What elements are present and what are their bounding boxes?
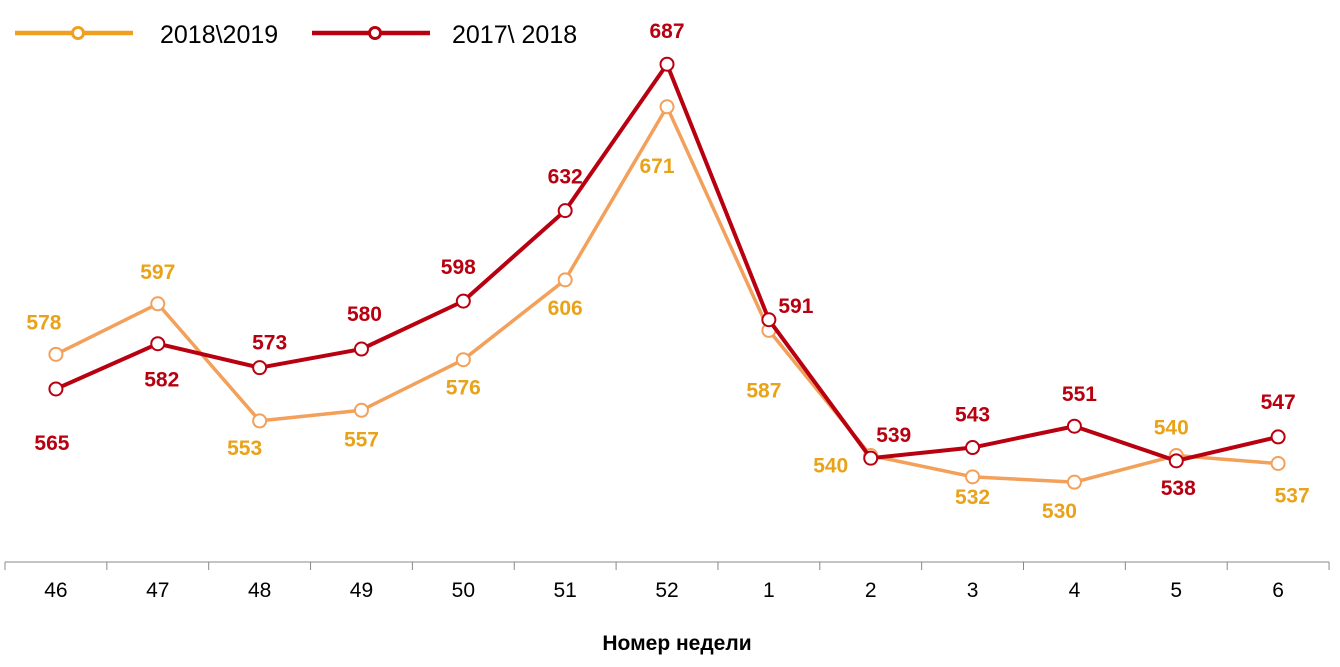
x-tick-label: 3 (967, 579, 979, 602)
data-point (1066, 474, 1082, 490)
data-label: 553 (227, 437, 262, 460)
data-point (557, 272, 573, 288)
data-point (1270, 429, 1286, 445)
x-tick-label: 6 (1272, 579, 1284, 602)
data-point (761, 312, 777, 328)
data-label: 539 (876, 424, 911, 447)
data-point (252, 413, 268, 429)
data-label: 632 (548, 166, 583, 189)
data-label: 578 (26, 311, 61, 334)
data-point (252, 360, 268, 376)
data-point (1168, 453, 1184, 469)
x-tick-label: 4 (1069, 579, 1081, 602)
x-tick-label: 50 (452, 579, 475, 602)
x-tick-label: 46 (44, 579, 67, 602)
data-label: 530 (1042, 500, 1077, 523)
data-point (150, 336, 166, 352)
data-label: 573 (252, 332, 287, 355)
x-tick-label: 52 (655, 579, 678, 602)
data-label: 537 (1275, 485, 1310, 508)
x-tick-label: 48 (248, 579, 271, 602)
x-tick-label: 5 (1170, 579, 1182, 602)
data-label: 598 (441, 256, 476, 279)
data-label: 687 (650, 20, 685, 43)
data-label: 606 (548, 297, 583, 320)
legend: 2018\2019 2017\ 2018 (15, 21, 577, 49)
series-lines (48, 56, 1286, 490)
data-label: 587 (746, 379, 781, 402)
data-label: 597 (140, 261, 175, 284)
data-label: 557 (344, 428, 379, 451)
data-label: 671 (640, 155, 675, 178)
legend-label-1: 2017\ 2018 (452, 21, 577, 49)
x-tick-label: 2 (865, 579, 877, 602)
data-label: 580 (347, 303, 382, 326)
x-axis-title: Номер недели (602, 632, 751, 655)
legend-marker-icon (71, 26, 85, 40)
data-label: 591 (778, 295, 813, 318)
data-point (455, 352, 471, 368)
data-point (965, 440, 981, 456)
data-label: 551 (1062, 383, 1097, 406)
data-point (353, 402, 369, 418)
data-point (1066, 418, 1082, 434)
data-label: 565 (34, 432, 69, 455)
data-label: 538 (1161, 477, 1196, 500)
data-point (659, 99, 675, 115)
data-labels: 578 597 553 557 576 606 671 587 540 532 530 540 537 5… (26, 20, 1309, 523)
x-tick-label: 1 (763, 579, 775, 602)
x-tick-label: 47 (146, 579, 169, 602)
data-label: 576 (446, 377, 481, 400)
data-label: 532 (955, 486, 990, 509)
data-point (455, 293, 471, 309)
data-point (557, 203, 573, 219)
x-tick-label: 51 (553, 579, 576, 602)
data-point (353, 341, 369, 357)
data-label: 582 (144, 369, 179, 392)
x-axis: 46 47 48 49 50 51 52 1 2 3 4 5 6 (4, 561, 1330, 602)
data-point (965, 469, 981, 485)
data-label: 543 (955, 404, 990, 427)
data-point (1270, 456, 1286, 472)
data-point (863, 450, 879, 466)
data-point (659, 56, 675, 72)
data-point (150, 296, 166, 312)
data-point (48, 381, 64, 397)
x-tick-label: 49 (350, 579, 373, 602)
data-label: 540 (1154, 417, 1189, 440)
legend-label-0: 2018\2019 (160, 21, 278, 49)
data-point (48, 346, 64, 362)
data-label: 540 (813, 455, 848, 478)
data-label: 547 (1261, 391, 1296, 414)
legend-marker-icon (368, 26, 382, 40)
